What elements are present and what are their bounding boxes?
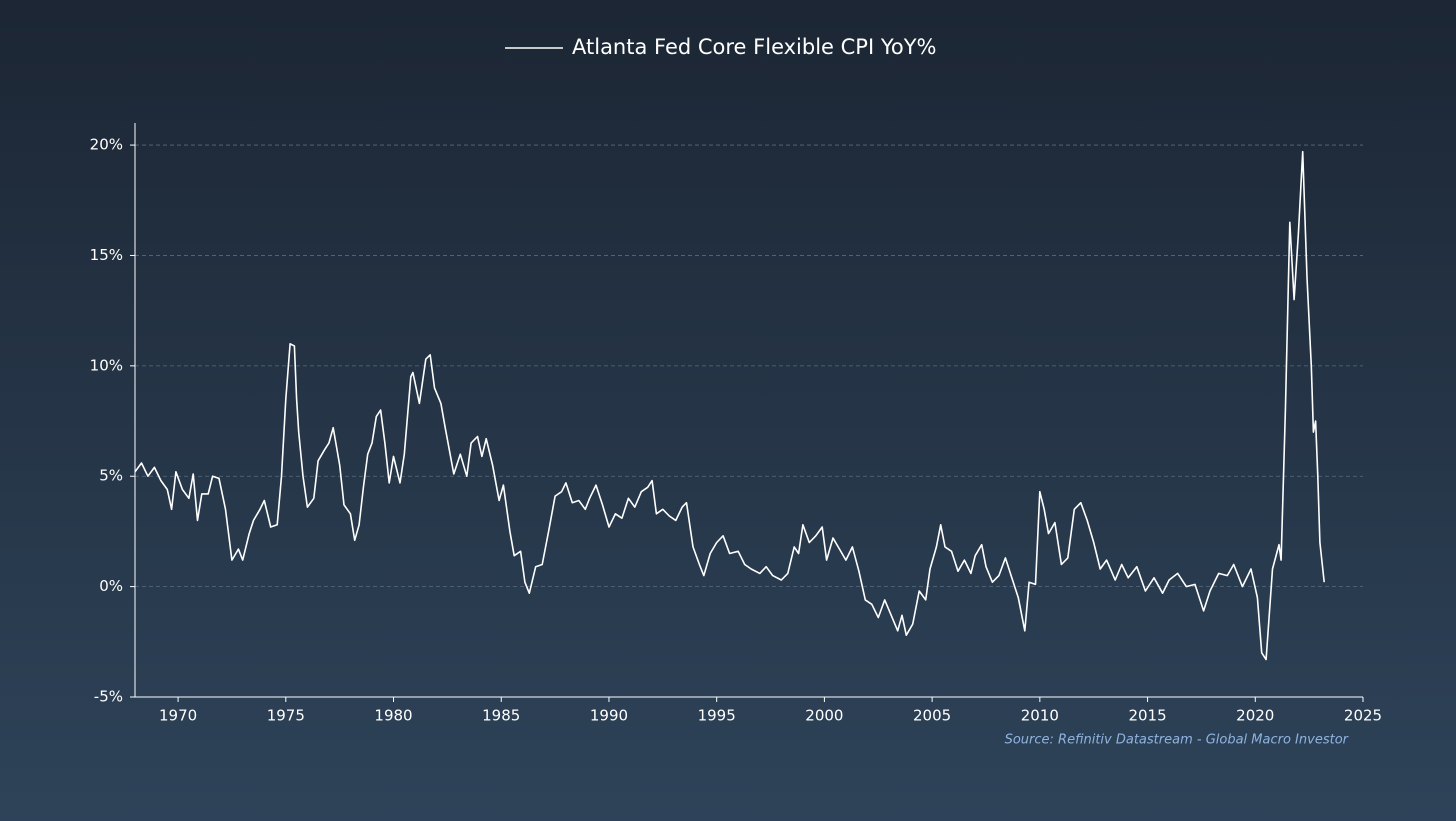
source-note: Source: Refinitiv Datastream - Global Ma… <box>1005 733 1350 748</box>
y-tick-label: 10% <box>90 356 123 374</box>
x-tick-label: 2025 <box>1344 707 1382 725</box>
y-tick-label: 15% <box>90 246 123 264</box>
y-tick-label: 0% <box>99 577 123 595</box>
x-tick-label: 1990 <box>590 707 628 725</box>
x-tick-label: 2005 <box>913 707 951 725</box>
x-tick-label: 2020 <box>1236 707 1274 725</box>
x-tick-label: 1970 <box>159 707 197 725</box>
x-tick-label: 2015 <box>1128 707 1166 725</box>
legend-label: Atlanta Fed Core Flexible CPI YoY% <box>572 35 937 59</box>
data-line <box>134 150 1325 661</box>
x-tick-label: 2000 <box>805 707 843 725</box>
x-tick-label: 1975 <box>267 707 305 725</box>
y-tick-label: -5% <box>94 688 123 706</box>
y-tick-label: 5% <box>99 467 123 485</box>
x-tick-label: 1980 <box>374 707 412 725</box>
y-tick-label: 20% <box>90 136 123 154</box>
x-tick-label: 2010 <box>1021 707 1059 725</box>
x-tick-label: 1985 <box>482 707 520 725</box>
x-tick-label: 1995 <box>698 707 736 725</box>
